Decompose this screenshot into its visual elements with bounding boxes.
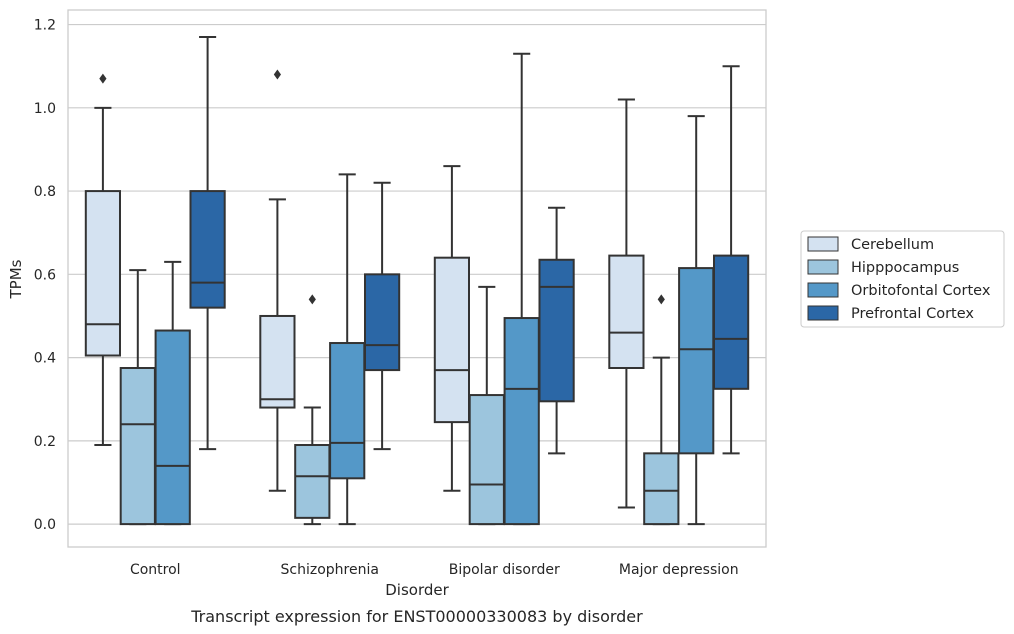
box-body <box>643 452 680 526</box>
y-tick-labels: 0.0 0.2 0.4 0.6 0.8 1.0 1.2 <box>34 18 56 534</box>
box <box>363 181 401 451</box>
outlier-point <box>657 294 665 305</box>
y-tick-label: 0.2 <box>34 434 56 450</box>
box-body <box>84 190 122 357</box>
outlier-point <box>99 73 107 84</box>
box-body <box>468 394 505 526</box>
y-tick-label: 1.2 <box>34 18 56 34</box>
box-body <box>363 273 401 372</box>
box-body <box>712 254 750 390</box>
box <box>329 173 366 526</box>
y-tick-label: 0.4 <box>34 351 56 367</box>
legend-swatch <box>807 305 839 321</box>
x-tick-label: Schizophrenia <box>281 562 379 578</box>
box-body <box>329 342 366 480</box>
legend-label: Hipppocampus <box>851 260 959 276</box>
box <box>119 269 156 526</box>
box <box>503 52 540 526</box>
box <box>189 36 226 451</box>
box-body <box>503 317 540 526</box>
figure-caption: Transcript expression for ENST0000033008… <box>190 607 643 626</box>
y-tick-label: 0.8 <box>34 184 56 200</box>
box <box>712 65 750 455</box>
x-tick-label: Major depression <box>619 562 739 578</box>
y-tick-label: 0.0 <box>34 517 56 533</box>
legend-label: Orbitofontal Cortex <box>851 283 991 299</box>
box-body <box>154 329 191 526</box>
x-tick-label: Bipolar disorder <box>449 562 560 578</box>
legend-label: Prefrontal Cortex <box>851 306 974 322</box>
legend-swatch <box>807 259 839 275</box>
legend-label: Cerebellum <box>851 237 934 253</box>
outlier-point <box>273 69 281 80</box>
box-body <box>538 258 575 403</box>
legend-frame <box>800 230 1005 328</box>
box-body <box>259 314 296 409</box>
box-series <box>84 36 750 526</box>
plot-frame <box>67 9 767 548</box>
box-body <box>189 190 226 309</box>
legend-swatch <box>807 236 839 252</box>
box <box>608 98 645 509</box>
legend: Cerebellum Hipppocampus Orbitofontal Corte… <box>800 230 1005 328</box>
box-body <box>608 254 645 369</box>
y-tick-label: 0.6 <box>34 267 56 283</box>
box <box>294 294 331 526</box>
box-body <box>433 256 471 424</box>
box <box>643 294 680 526</box>
box-body <box>294 444 331 519</box>
box <box>84 73 122 447</box>
box-body <box>119 367 156 526</box>
legend-swatch <box>807 282 839 298</box>
box-body <box>678 267 715 455</box>
outlier-point <box>308 294 316 305</box>
box <box>433 165 471 492</box>
x-axis-label: Disorder <box>385 581 449 599</box>
box <box>538 206 575 455</box>
y-axis-label: TPMs <box>7 259 25 299</box>
box <box>154 260 191 526</box>
y-tick-label: 1.0 <box>34 101 56 117</box>
x-tick-label: Control <box>130 562 181 578</box>
box <box>259 69 296 492</box>
x-tick-labels: Control Schizophrenia Bipolar disorder Majo… <box>130 562 739 578</box>
